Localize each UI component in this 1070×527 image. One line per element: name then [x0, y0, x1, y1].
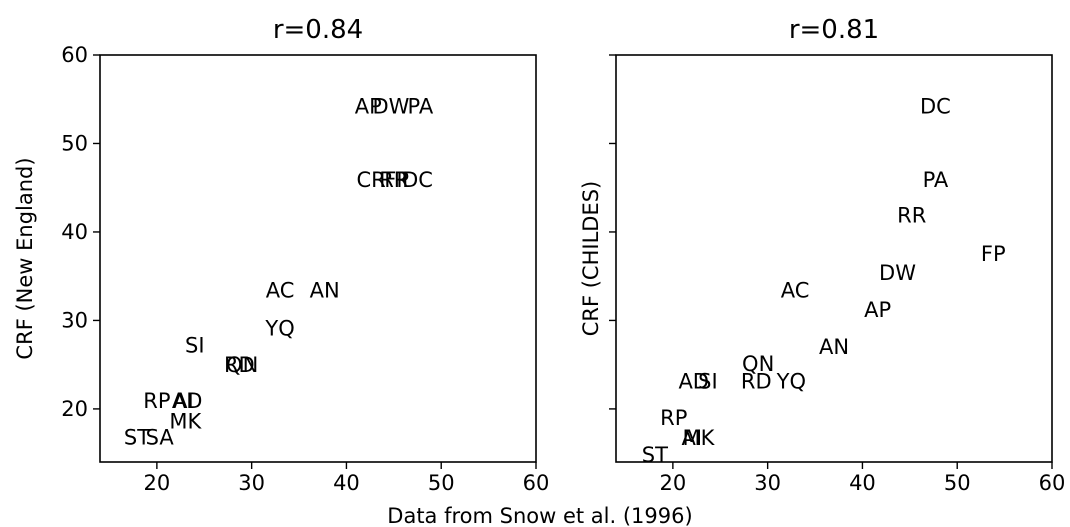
- panel-1-y-axis-label: CRF (New England): [13, 157, 37, 359]
- panel-2-title: r=0.81: [789, 15, 879, 45]
- data-point-dw: DW: [879, 261, 916, 285]
- panel-2-x-tick-label: 60: [1039, 471, 1066, 495]
- data-point-rr: RR: [897, 203, 926, 227]
- data-point-dw: DW: [373, 94, 410, 118]
- data-point-rd: RD: [224, 353, 255, 377]
- data-point-an: AN: [310, 278, 340, 302]
- panel-1-y-tick-label: 30: [61, 308, 88, 332]
- data-point-si: SI: [185, 333, 205, 357]
- data-point-mk: MK: [169, 409, 202, 433]
- panel-1-x-tick-label: 30: [238, 471, 265, 495]
- data-point-ad: AD: [678, 370, 709, 394]
- panel-1-x-tick-label: 40: [333, 471, 360, 495]
- panel-2-y-axis-label: CRF (CHILDES): [579, 181, 603, 337]
- data-point-ap: AP: [355, 94, 382, 118]
- data-point-cr: CR: [356, 168, 385, 192]
- data-point-si: SI: [698, 370, 718, 394]
- data-point-ap: AP: [864, 298, 891, 322]
- data-point-rp: RP: [143, 389, 170, 413]
- data-point-dc: DC: [402, 168, 433, 192]
- data-point-rr: RR: [379, 168, 408, 192]
- data-point-an: AN: [819, 335, 849, 359]
- data-point-yq: YQ: [776, 370, 806, 394]
- data-point-mk: MK: [683, 426, 716, 450]
- panel-1-x-tick-label: 20: [144, 471, 171, 495]
- data-point-yq: YQ: [264, 317, 294, 341]
- data-point-ac: AC: [266, 278, 295, 302]
- data-point-fp: FP: [384, 168, 409, 192]
- data-point-ai: AI: [682, 426, 703, 450]
- panel-1-y-tick-label: 50: [61, 131, 88, 155]
- data-point-pa: PA: [408, 94, 434, 118]
- panel-1-x-tick-label: 50: [428, 471, 455, 495]
- panel-2-x-tick-label: 20: [660, 471, 687, 495]
- panel-2-x-tick-label: 50: [944, 471, 971, 495]
- data-point-ad: AD: [172, 389, 203, 413]
- data-point-qn: QN: [742, 352, 774, 376]
- panel-1-title: r=0.84: [273, 15, 363, 45]
- data-point-qn: QN: [226, 353, 258, 377]
- data-point-sa: SA: [146, 425, 175, 449]
- data-point-st: ST: [124, 425, 150, 449]
- panel-1-x-tick-label: 60: [523, 471, 550, 495]
- data-point-ac: AC: [781, 278, 810, 302]
- panel-2-x-tick-label: 40: [849, 471, 876, 495]
- panel-1-y-tick-label: 60: [61, 43, 88, 67]
- panel-1-plot-frame: [99, 54, 537, 463]
- shared-x-axis-label: Data from Snow et al. (1996): [387, 504, 692, 527]
- panel-1-y-tick-label: 20: [61, 397, 88, 421]
- data-point-pa: PA: [923, 168, 949, 192]
- data-point-dc: DC: [920, 94, 951, 118]
- panel-2-plot-frame: [615, 54, 1053, 463]
- panel-2-x-tick-label: 30: [754, 471, 781, 495]
- panel-1-y-tick-label: 40: [61, 220, 88, 244]
- data-point-rp: RP: [660, 406, 687, 430]
- data-point-rd: RD: [741, 370, 772, 394]
- data-point-ai: AI: [173, 389, 194, 413]
- data-point-fp: FP: [981, 242, 1006, 266]
- data-point-st: ST: [642, 443, 668, 467]
